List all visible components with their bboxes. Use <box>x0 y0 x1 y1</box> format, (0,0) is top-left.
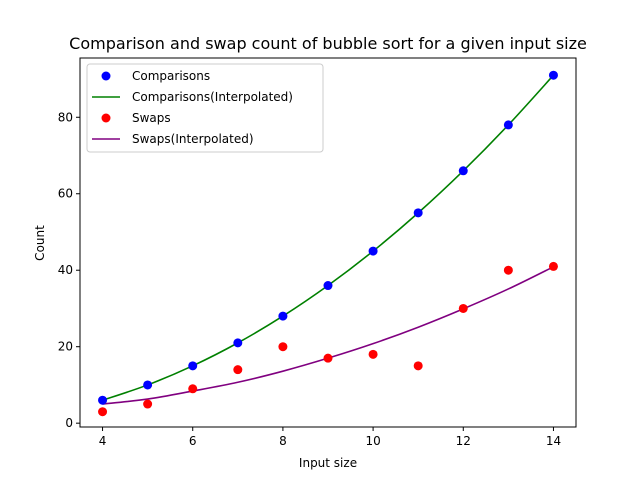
point-swaps-10 <box>548 261 558 271</box>
point-swaps-3 <box>233 365 243 375</box>
legend-label-swaps-interpolated: Swaps(Interpolated) <box>132 132 254 146</box>
y-axis-label: Count <box>33 225 47 261</box>
legend-label-swaps: Swaps <box>132 111 171 125</box>
y-tick-label-2: 40 <box>58 263 73 277</box>
x-axis-ticks: 4 6 8 10 12 14 <box>99 427 561 448</box>
legend-swatch-comparisons <box>101 71 111 81</box>
legend-box <box>86 63 324 153</box>
point-swaps-6 <box>368 349 378 359</box>
point-comparisons-9 <box>503 120 513 130</box>
point-comparisons-1 <box>143 380 153 390</box>
legend-label-comparisons: Comparisons <box>132 69 210 83</box>
point-comparisons-3 <box>233 338 243 348</box>
point-comparisons-6 <box>368 246 378 256</box>
x-axis-label: Input size <box>299 456 357 470</box>
point-swaps-1 <box>143 399 153 409</box>
y-tick-label-3: 60 <box>58 187 73 201</box>
point-swaps-9 <box>503 265 513 275</box>
point-swaps-2 <box>188 384 198 394</box>
point-comparisons-4 <box>278 311 288 321</box>
chart-title: Comparison and swap count of bubble sort… <box>69 34 587 53</box>
point-swaps-4 <box>278 342 288 352</box>
legend-label-comparisons-interpolated: Comparisons(Interpolated) <box>132 90 293 104</box>
y-tick-label-4: 80 <box>58 110 73 124</box>
y-tick-label-1: 20 <box>58 340 73 354</box>
x-tick-label-4: 12 <box>456 434 471 448</box>
point-swaps-5 <box>323 353 333 363</box>
point-swaps-7 <box>413 361 423 371</box>
x-tick-label-1: 6 <box>189 434 197 448</box>
legend: Comparisons Comparisons(Interpolated) Swap… <box>86 63 324 153</box>
point-comparisons-2 <box>188 361 198 371</box>
point-comparisons-7 <box>413 208 423 218</box>
point-comparisons-8 <box>458 166 468 176</box>
point-comparisons-5 <box>323 281 333 291</box>
y-tick-label-0: 0 <box>65 416 73 430</box>
plot-frame <box>79 57 577 428</box>
x-tick-label-2: 8 <box>279 434 287 448</box>
x-tick-label-3: 10 <box>365 434 380 448</box>
y-axis-ticks: 0 20 40 60 80 <box>58 110 80 430</box>
x-tick-label-5: 14 <box>546 434 561 448</box>
legend-swatch-swaps <box>101 113 111 123</box>
x-tick-label-0: 4 <box>99 434 107 448</box>
point-comparisons-10 <box>548 70 558 80</box>
points-layer <box>98 70 558 417</box>
point-swaps-8 <box>458 303 468 313</box>
point-comparisons-0 <box>98 395 108 405</box>
point-swaps-0 <box>98 407 108 417</box>
